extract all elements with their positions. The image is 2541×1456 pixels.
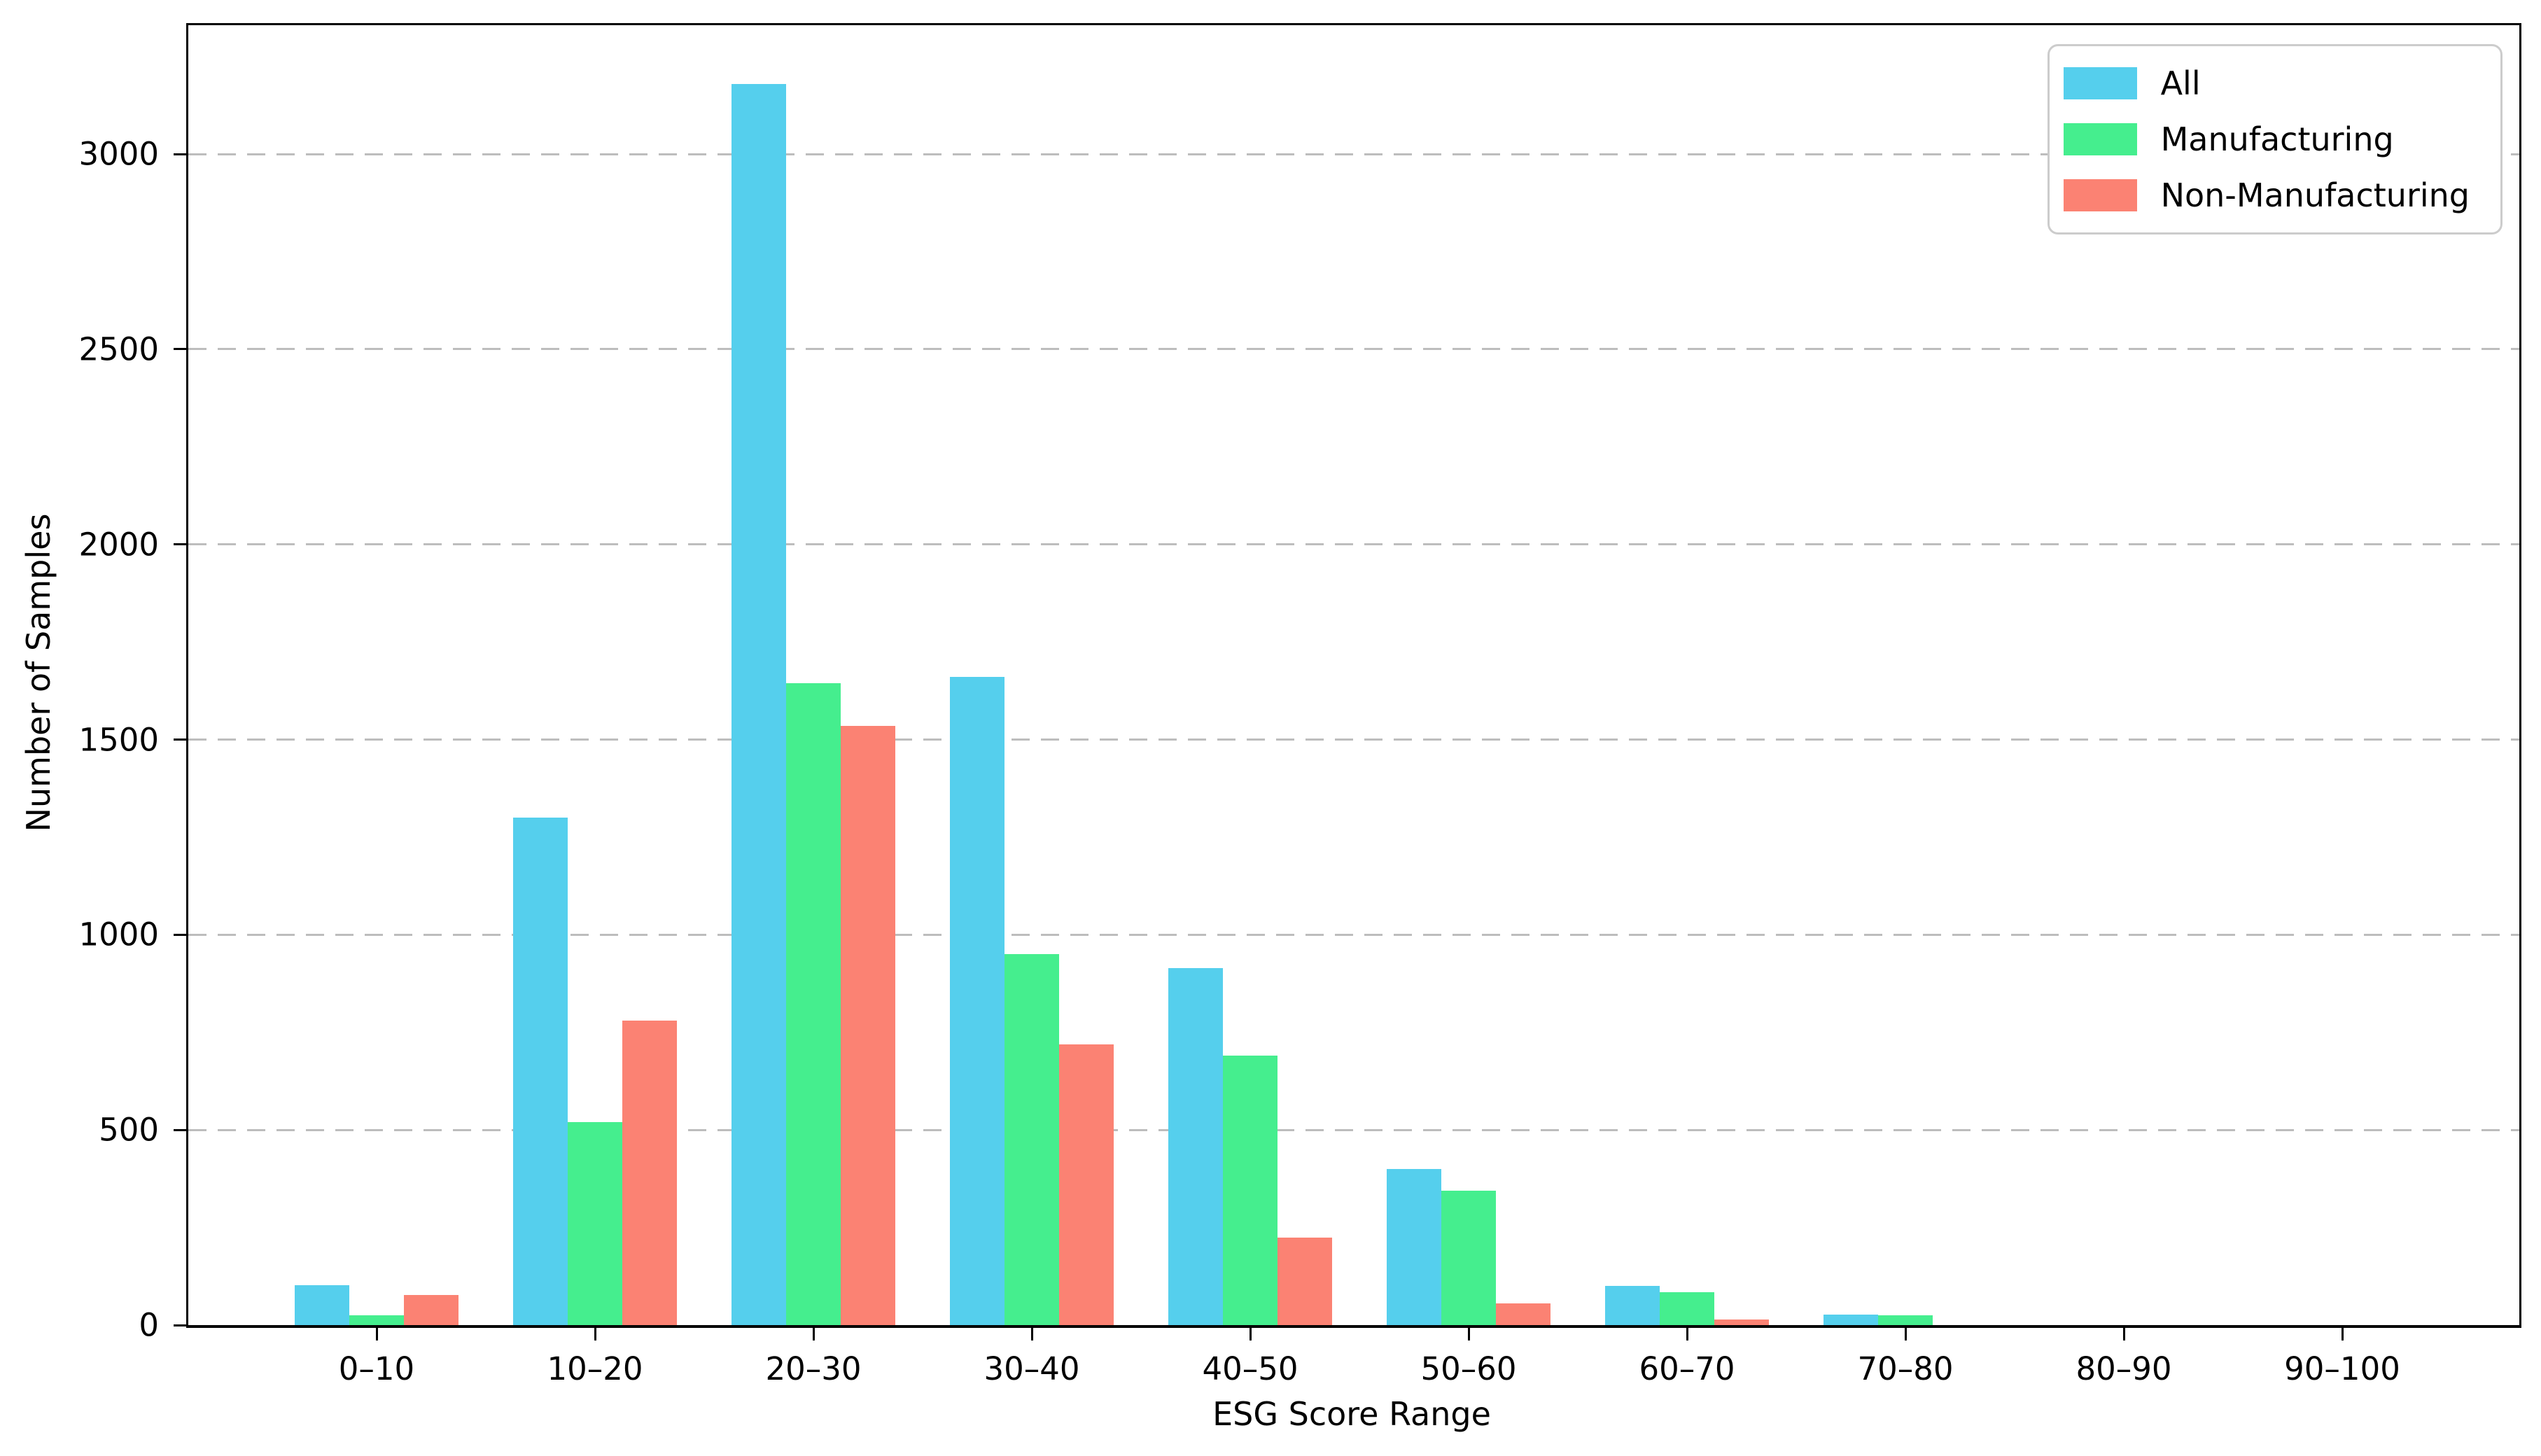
y-axis-title: Number of Samples (20, 513, 57, 832)
x-tick-9 (2122, 1328, 2125, 1340)
bar-manufacturing-5 (1223, 1056, 1278, 1325)
x-tick-label-2: 10–20 (547, 1350, 643, 1387)
x-tick-label-8: 70–80 (1857, 1350, 1954, 1387)
bar-all-8 (1823, 1314, 1878, 1325)
x-tick-1 (375, 1328, 378, 1340)
legend-label-manufacturing: Manufacturing (2160, 120, 2394, 158)
bar-manufacturing-2 (568, 1122, 622, 1325)
bar-non-manufacturing-3 (841, 726, 895, 1325)
x-tick-3 (812, 1328, 815, 1340)
y-tick-2000 (174, 543, 186, 546)
bar-all-7 (1605, 1286, 1660, 1325)
bar-manufacturing-3 (786, 682, 841, 1325)
y-tick-label-2500: 2500 (78, 330, 159, 368)
x-tick-4 (1030, 1328, 1033, 1340)
legend-swatch-manufacturing (2063, 123, 2137, 155)
legend-item-non-manufacturing: Non-Manufacturing (2063, 176, 2470, 214)
x-tick-label-7: 60–70 (1639, 1350, 1735, 1387)
x-tick-8 (1904, 1328, 1907, 1340)
y-tick-0 (174, 1324, 186, 1326)
bar-non-manufacturing-7 (1714, 1319, 1769, 1325)
legend-swatch-non-manufacturing (2063, 179, 2137, 211)
bar-manufacturing-6 (1441, 1190, 1496, 1325)
y-tick-label-2000: 2000 (78, 526, 159, 564)
bar-all-4 (950, 677, 1004, 1325)
plot-area: All Manufacturing Non-Manufacturing 0 500… (78, 23, 2521, 1387)
y-tick-label-0: 0 (139, 1306, 159, 1344)
x-axis-title: ESG Score Range (1212, 1395, 1491, 1433)
gridline-1500 (188, 738, 2519, 741)
legend-label-all: All (2160, 64, 2201, 102)
y-tick-500 (174, 1128, 186, 1131)
gridline-1000 (188, 933, 2519, 936)
bar-non-manufacturing-2 (622, 1021, 677, 1325)
y-tick-label-3000: 3000 (78, 135, 159, 173)
bar-manufacturing-7 (1660, 1292, 1714, 1325)
y-tick-1000 (174, 933, 186, 936)
y-tick-3000 (174, 153, 186, 155)
x-tick-7 (1686, 1328, 1688, 1340)
bar-non-manufacturing-5 (1278, 1237, 1332, 1325)
gridline-2000 (188, 543, 2519, 546)
y-tick-label-1500: 1500 (78, 721, 159, 758)
x-tick-5 (1249, 1328, 1252, 1340)
gridline-2500 (188, 348, 2519, 351)
x-tick-label-5: 40–50 (1202, 1350, 1298, 1387)
bar-manufacturing-8 (1878, 1315, 1933, 1325)
bar-all-5 (1168, 967, 1223, 1325)
bar-non-manufacturing-4 (1059, 1044, 1114, 1325)
y-tick-2500 (174, 348, 186, 351)
gridline-3000 (188, 153, 2519, 155)
x-tick-label-6: 50–60 (1420, 1350, 1517, 1387)
x-tick-2 (594, 1328, 596, 1340)
bar-manufacturing-1 (349, 1315, 404, 1325)
gridline-500 (188, 1128, 2519, 1131)
legend: All Manufacturing Non-Manufacturing (2047, 44, 2502, 234)
bar-manufacturing-4 (1004, 954, 1059, 1325)
bar-non-manufacturing-6 (1496, 1303, 1550, 1325)
x-tick-label-3: 20–30 (765, 1350, 862, 1387)
x-tick-6 (1467, 1328, 1470, 1340)
bar-all-1 (295, 1284, 349, 1325)
x-tick-label-1: 0–10 (338, 1350, 415, 1387)
legend-item-all: All (2063, 64, 2470, 102)
y-tick-label-500: 500 (99, 1111, 159, 1149)
bar-non-manufacturing-1 (404, 1294, 458, 1325)
y-tick-label-1000: 1000 (78, 916, 159, 953)
y-tick-1500 (174, 738, 186, 741)
bar-all-2 (513, 818, 568, 1325)
bar-all-3 (732, 83, 786, 1325)
x-tick-label-4: 30–40 (983, 1350, 1080, 1387)
legend-item-manufacturing: Manufacturing (2063, 120, 2470, 158)
x-tick-10 (2341, 1328, 2344, 1340)
x-tick-label-10: 90–100 (2284, 1350, 2400, 1387)
x-tick-label-9: 80–90 (2076, 1350, 2172, 1387)
bar-all-6 (1387, 1168, 1441, 1325)
legend-swatch-all (2063, 67, 2137, 99)
legend-label-non-manufacturing: Non-Manufacturing (2160, 176, 2470, 214)
